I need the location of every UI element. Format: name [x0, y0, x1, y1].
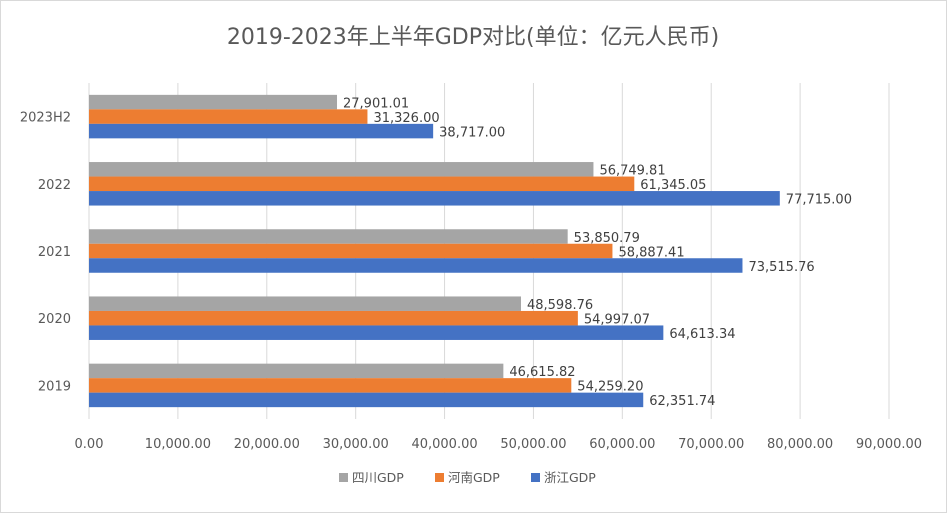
bar-四川GDP-2020 [89, 296, 521, 311]
data-label-四川GDP-2020: 48,598.76 [527, 298, 593, 313]
bar-浙江GDP-2020 [89, 325, 664, 340]
x-tick-label-5: 50,000.00 [500, 437, 566, 452]
category-label-2019: 2019 [38, 379, 71, 394]
legend-swatch-河南GDP [435, 473, 444, 482]
bar-浙江GDP-2021 [89, 258, 743, 273]
bars [89, 94, 780, 408]
bar-河南GDP-2019 [89, 378, 572, 393]
data-label-四川GDP-2019: 46,615.82 [509, 365, 575, 380]
legend-label-四川GDP: 四川GDP [352, 470, 404, 485]
data-label-四川GDP-2021: 53,850.79 [574, 231, 640, 246]
x-tick-label-7: 70,000.00 [678, 437, 744, 452]
data-label-浙江GDP-2019: 62,351.74 [649, 394, 715, 409]
data-label-浙江GDP-2023H2: 38,717.00 [439, 125, 505, 140]
x-tick-label-9: 90,000.00 [856, 437, 922, 452]
legend-swatch-浙江GDP [531, 473, 540, 482]
bar-浙江GDP-2023H2 [89, 123, 434, 139]
bar-河南GDP-2022 [89, 176, 635, 192]
data-label-浙江GDP-2021: 73,515.76 [748, 260, 814, 275]
bar-河南GDP-2023H2 [89, 109, 368, 124]
data-label-河南GDP-2020: 54,997.07 [584, 312, 650, 327]
legend-label-浙江GDP: 浙江GDP [544, 470, 596, 485]
chart-title: 2019-2023年上半年GDP对比(单位：亿元人民币) [227, 25, 719, 50]
data-label-四川GDP-2023H2: 27,901.01 [343, 96, 409, 111]
x-tick-label-8: 80,000.00 [767, 437, 833, 452]
category-label-2021: 2021 [38, 245, 71, 260]
data-label-浙江GDP-2022: 77,715.00 [786, 193, 852, 208]
x-tick-label-0: 0.00 [75, 437, 104, 452]
bar-浙江GDP-2022 [89, 191, 780, 206]
data-label-河南GDP-2022: 61,345.05 [640, 178, 706, 193]
data-label-浙江GDP-2020: 64,613.34 [669, 327, 735, 342]
bar-河南GDP-2021 [89, 243, 613, 259]
x-tick-label-3: 30,000.00 [323, 437, 389, 452]
x-tick-label-4: 40,000.00 [411, 437, 477, 452]
category-label-2022: 2022 [38, 178, 71, 193]
data-label-河南GDP-2023H2: 31,326.00 [373, 111, 439, 126]
category-label-2020: 2020 [38, 312, 71, 327]
bar-四川GDP-2019 [89, 363, 504, 379]
x-tick-label-2: 20,000.00 [234, 437, 300, 452]
bar-河南GDP-2020 [89, 310, 578, 326]
legend-label-河南GDP: 河南GDP [448, 470, 500, 485]
category-label-2023H2: 2023H2 [20, 111, 71, 126]
category-labels: 2019 2020 2021 2022 2023H2 [20, 111, 71, 395]
bar-四川GDP-2021 [89, 229, 568, 244]
legend: 四川GDP 河南GDP 浙江GDP [339, 470, 596, 485]
bar-四川GDP-2023H2 [89, 94, 338, 110]
data-label-河南GDP-2021: 58,887.41 [618, 245, 684, 260]
x-tick-label-6: 60,000.00 [589, 437, 655, 452]
bar-四川GDP-2022 [89, 162, 594, 177]
x-tick-labels: 0.00 10,000.00 20,000.00 30,000.00 40,000.00… [75, 437, 923, 452]
x-tick-label-1: 10,000.00 [145, 437, 211, 452]
data-label-四川GDP-2022: 56,749.81 [599, 164, 665, 179]
bar-浙江GDP-2019 [89, 392, 644, 408]
legend-swatch-四川GDP [339, 473, 348, 482]
data-label-河南GDP-2019: 54,259.20 [577, 380, 643, 395]
